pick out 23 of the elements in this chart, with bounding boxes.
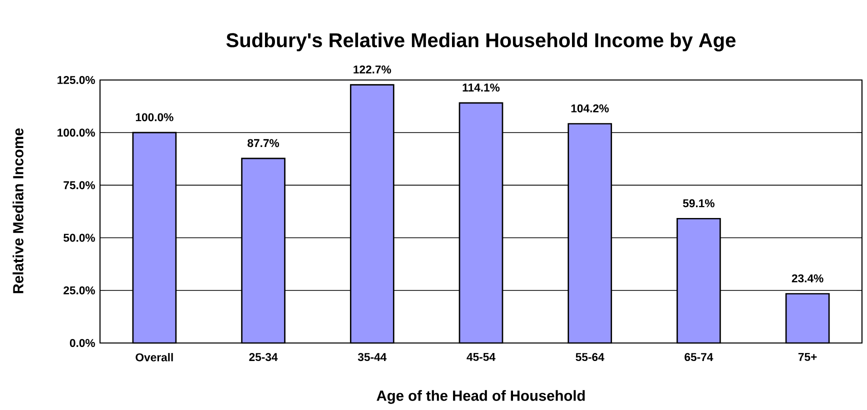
x-tick-label: 35-44 (358, 353, 387, 362)
data-label: 114.1% (462, 84, 500, 92)
data-label: 59.1% (682, 199, 714, 208)
x-tick-label: 65-74 (684, 353, 714, 362)
y-tick-label: 50.0% (64, 234, 96, 242)
x-tick-label: 25-34 (249, 353, 278, 362)
y-tick-label: 25.0% (64, 286, 96, 294)
data-label: 122.7% (354, 65, 392, 74)
y-tick-label: 0.0% (70, 338, 96, 347)
data-label: 104.2% (571, 104, 609, 112)
x-tick-label: 75+ (798, 353, 817, 361)
y-tick-label: 75.0% (64, 181, 96, 190)
x-tick-label: 55-64 (576, 353, 604, 362)
x-axis-title: Age of the Head of Household (376, 390, 585, 404)
data-label: 23.4% (792, 274, 824, 282)
y-axis-title: Relative Median Income (12, 128, 24, 294)
y-tick-label: 125.0% (58, 76, 96, 84)
data-label: 87.7% (248, 139, 280, 148)
x-tick-label: 45-54 (466, 353, 496, 361)
data-label: 100.0% (136, 113, 174, 122)
x-tick-label: Overall (136, 353, 173, 362)
y-tick-label: 100.0% (58, 128, 96, 137)
chart-title: Sudbury's Relative Median Household Income by Age (226, 32, 736, 52)
